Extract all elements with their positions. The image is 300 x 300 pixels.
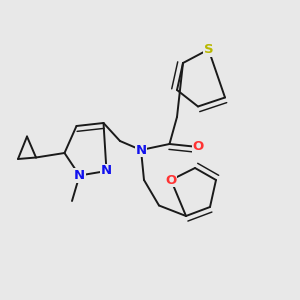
Text: N: N: [101, 164, 112, 178]
Text: S: S: [204, 43, 213, 56]
Text: O: O: [192, 140, 204, 154]
Text: O: O: [165, 173, 177, 187]
Text: N: N: [74, 169, 85, 182]
Text: N: N: [135, 143, 147, 157]
